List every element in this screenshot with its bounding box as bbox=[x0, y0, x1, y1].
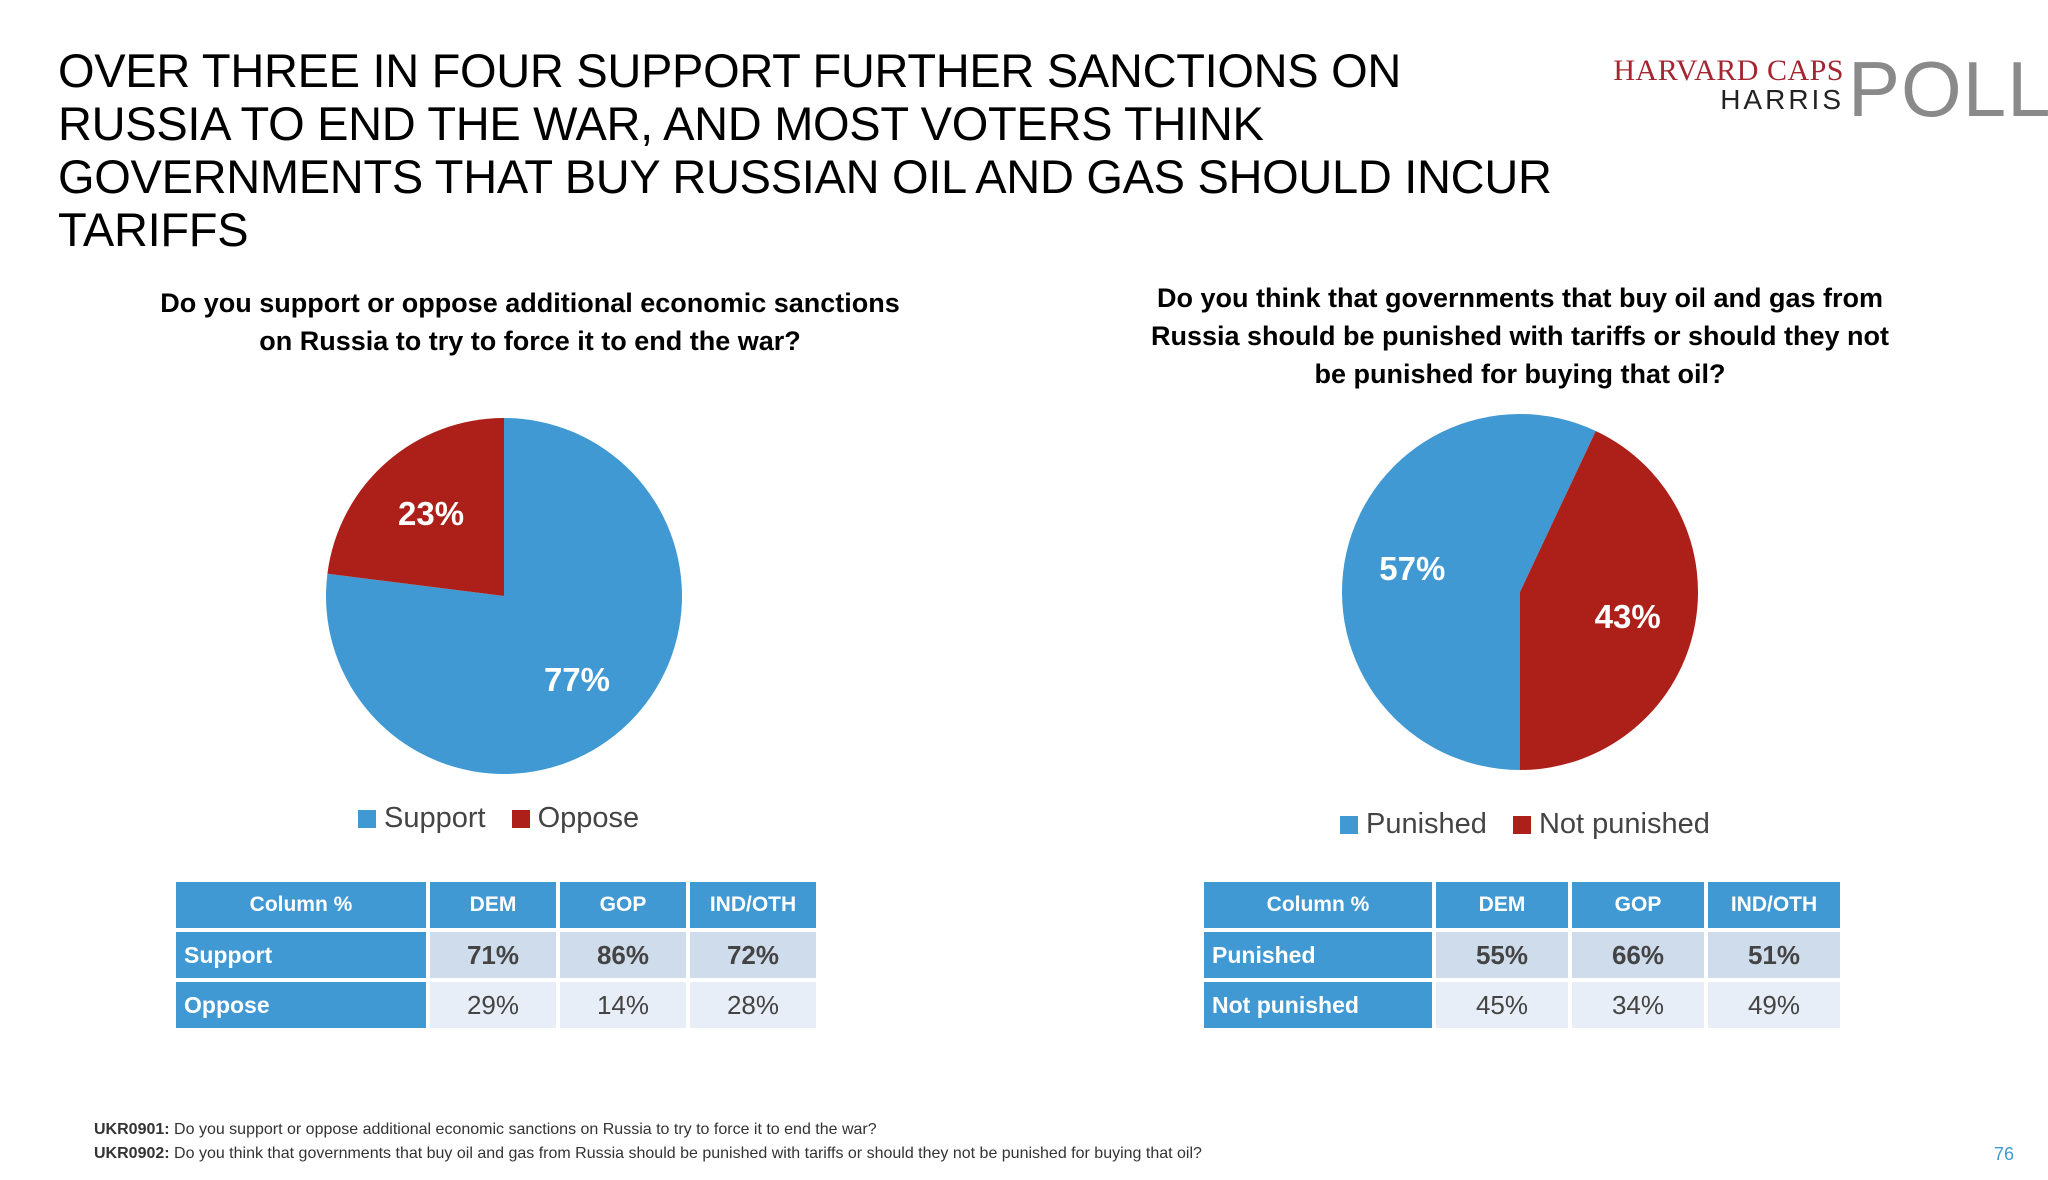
cell-punished-dem: 55% bbox=[1436, 932, 1568, 978]
chart-2-title: Do you think that governments that buy o… bbox=[1150, 283, 1890, 389]
header-ind-oth: IND/OTH bbox=[1708, 882, 1840, 928]
header-column-percent: Column % bbox=[1204, 882, 1432, 928]
cell-oppose-gop: 14% bbox=[560, 982, 686, 1028]
legend-swatch-not-punished bbox=[1512, 815, 1531, 834]
row-label-punished: Punished bbox=[1204, 932, 1432, 978]
row-label-support: Support bbox=[176, 932, 426, 978]
legend-label-not-punished: Not punished bbox=[1538, 808, 1710, 840]
legend-item-not-punished: Not punished bbox=[1512, 808, 1710, 841]
legend-label-support: Support bbox=[384, 802, 486, 834]
logo-line-2: HARRIS bbox=[1720, 84, 1844, 115]
legend-swatch-support bbox=[358, 809, 376, 828]
header-dem: DEM bbox=[430, 882, 556, 928]
cell-not-punished-dem: 45% bbox=[1436, 982, 1568, 1028]
header-ind-oth: IND/OTH bbox=[690, 882, 816, 928]
table-row: Punished 55% 66% 51% bbox=[1204, 932, 1840, 978]
legend-label-punished: Punished bbox=[1366, 808, 1487, 840]
legend-label-oppose: Oppose bbox=[537, 802, 640, 834]
row-label-not-punished: Not punished bbox=[1204, 982, 1432, 1028]
legend-swatch-oppose bbox=[511, 809, 530, 828]
table-header-row: Column % DEM GOP IND/OTH bbox=[1204, 882, 1840, 928]
table-row: Support 71% 86% 72% bbox=[176, 932, 816, 978]
tariffs-pie-chart: 57% 43% bbox=[1342, 414, 1698, 770]
header-column-percent: Column % bbox=[176, 882, 426, 928]
chart-2-legend: Punished Not punished bbox=[1340, 808, 1736, 841]
pie-label-support: 77% bbox=[544, 661, 610, 698]
row-label-oppose: Oppose bbox=[176, 982, 426, 1028]
legend-item-support: Support bbox=[358, 802, 486, 835]
cell-punished-gop: 66% bbox=[1572, 932, 1704, 978]
legend-swatch-punished bbox=[1340, 815, 1358, 834]
page-number: 76 bbox=[1993, 1144, 2014, 1164]
logo-line-3: POLL bbox=[1848, 45, 2048, 133]
pie-label-punished: 57% bbox=[1379, 550, 1445, 587]
chart-1-legend: Support Oppose bbox=[358, 802, 665, 835]
cell-oppose-ind: 28% bbox=[690, 982, 816, 1028]
table-header-row: Column % DEM GOP IND/OTH bbox=[176, 882, 816, 928]
cell-not-punished-ind: 49% bbox=[1708, 982, 1840, 1028]
tariffs-party-table: Column % DEM GOP IND/OTH Punished 55% 66… bbox=[1200, 878, 1844, 1032]
footnote-2-code: UKR0902: bbox=[94, 1145, 170, 1162]
header-gop: GOP bbox=[1572, 882, 1704, 928]
cell-not-punished-gop: 34% bbox=[1572, 982, 1704, 1028]
cell-punished-ind: 51% bbox=[1708, 932, 1840, 978]
header-dem: DEM bbox=[1436, 882, 1568, 928]
legend-item-punished: Punished bbox=[1340, 808, 1487, 841]
chart-1-title: Do you support or oppose additional econ… bbox=[160, 288, 900, 356]
table-row: Not punished 45% 34% 49% bbox=[1204, 982, 1840, 1028]
harvard-caps-harris-poll-logo: HARVARD CAPS HARRIS POLL bbox=[1596, 45, 2048, 133]
logo-line-1: HARVARD CAPS bbox=[1613, 54, 1844, 87]
header-gop: GOP bbox=[560, 882, 686, 928]
footnote-1-code: UKR0901: bbox=[94, 1121, 170, 1138]
sanctions-pie-chart: 77% 23% bbox=[326, 418, 682, 774]
sanctions-party-table: Column % DEM GOP IND/OTH Support 71% 86%… bbox=[172, 878, 820, 1032]
footnote-2-text: Do you think that governments that buy o… bbox=[169, 1145, 1202, 1162]
pie-slice-oppose bbox=[327, 418, 504, 596]
pie-slice-not-punished bbox=[1520, 430, 1698, 770]
pie-label-oppose: 23% bbox=[398, 495, 464, 532]
legend-item-oppose: Oppose bbox=[511, 802, 640, 835]
cell-oppose-dem: 29% bbox=[430, 982, 556, 1028]
cell-support-dem: 71% bbox=[430, 932, 556, 978]
footnote-1-text: Do you support or oppose additional econ… bbox=[169, 1121, 877, 1138]
footnote-2: UKR0902: Do you think that governments t… bbox=[94, 1142, 1202, 1166]
footnote-1: UKR0901: Do you support or oppose additi… bbox=[94, 1118, 1202, 1142]
pie-label-not-punished: 43% bbox=[1595, 598, 1661, 635]
cell-support-gop: 86% bbox=[560, 932, 686, 978]
table-row: Oppose 29% 14% 28% bbox=[176, 982, 816, 1028]
footnotes: UKR0901: Do you support or oppose additi… bbox=[94, 1118, 1202, 1166]
page-title: OVER THREE IN FOUR SUPPORT FURTHER SANCT… bbox=[58, 44, 1552, 256]
pie-slice-punished bbox=[1342, 414, 1596, 770]
cell-support-ind: 72% bbox=[690, 932, 816, 978]
